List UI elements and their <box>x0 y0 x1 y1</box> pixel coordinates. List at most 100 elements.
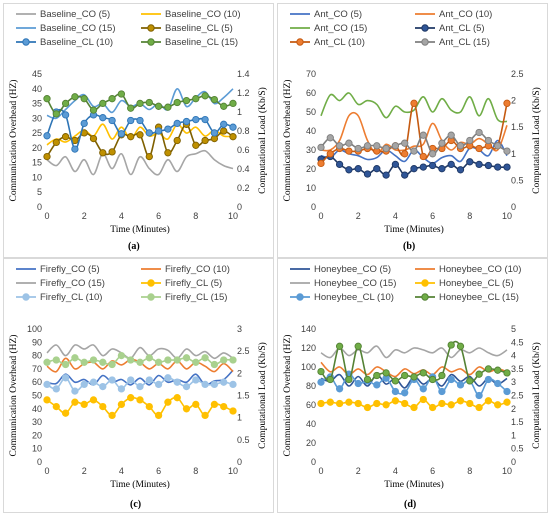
data-point <box>485 376 491 382</box>
data-point <box>137 397 143 403</box>
data-point <box>128 105 134 111</box>
data-point <box>504 148 510 154</box>
legend-marker <box>148 280 154 286</box>
data-point <box>476 145 482 151</box>
data-point <box>44 153 50 159</box>
data-point <box>504 399 510 405</box>
series-line <box>321 346 507 358</box>
data-point <box>485 366 491 372</box>
legend-label: Baseline_CL (10) <box>40 37 113 48</box>
data-point <box>429 404 435 410</box>
legend-marker <box>422 280 428 286</box>
x-tick-label: 10 <box>502 211 512 221</box>
data-point <box>420 164 426 170</box>
data-point <box>109 377 115 383</box>
legend-marker <box>23 294 29 300</box>
y2-tick-label: 2 <box>511 96 516 106</box>
data-point <box>221 403 227 409</box>
y2-tick-label: 1 <box>511 430 516 440</box>
data-point <box>420 132 426 138</box>
y-tick-label: 20 <box>32 143 42 153</box>
x-tick-label: 2 <box>356 211 361 221</box>
data-point <box>476 392 482 398</box>
data-point <box>183 118 189 124</box>
x-tick-label: 8 <box>467 211 472 221</box>
data-point <box>383 402 389 408</box>
data-point <box>165 357 171 363</box>
x-tick-label: 10 <box>228 211 238 221</box>
data-point <box>118 352 124 358</box>
y-tick-label: 60 <box>306 400 316 410</box>
data-point <box>72 388 78 394</box>
data-point <box>327 135 333 141</box>
y-tick-label: 5 <box>37 187 42 197</box>
data-point <box>230 124 236 130</box>
legend-item: Firefly_CO (15) <box>16 278 105 289</box>
legend-item: Firefly_CO (5) <box>16 264 100 275</box>
legend-label: Baseline_CL (5) <box>165 23 233 34</box>
x-tick-label: 6 <box>430 466 435 476</box>
legend-label: Honeybee_CL (15) <box>439 292 519 303</box>
data-point <box>221 103 227 109</box>
data-point <box>62 410 68 416</box>
y-tick-label: 120 <box>301 343 316 353</box>
series-line <box>47 151 233 175</box>
data-point <box>476 404 482 410</box>
y-axis-label: Communication Overhead (HZ) <box>282 80 293 202</box>
legend-item: Firefly_CO (10) <box>141 264 230 275</box>
data-point <box>476 371 482 377</box>
y-tick-label: 140 <box>301 324 316 334</box>
panel-b: Ant_CO (5) Ant_CO (10) Ant_CO (15) Ant_CL (… <box>277 3 548 258</box>
y2-tick-label: 1.5 <box>511 122 524 132</box>
data-point <box>355 380 361 386</box>
data-point <box>504 388 510 394</box>
panel-d: Honeybee_CO (5) Honeybee_CO (10) Honeybee_… <box>277 258 548 513</box>
panel-a: Baseline_CO (5) Baseline_CO (10) Baseline_… <box>3 3 274 258</box>
data-point <box>211 361 217 367</box>
data-point <box>318 400 324 406</box>
data-point <box>53 357 59 363</box>
data-point <box>174 99 180 105</box>
data-point <box>336 143 342 149</box>
legend-marker <box>422 294 428 300</box>
series-Baseline_CL (10) <box>44 109 236 153</box>
data-point <box>230 381 236 387</box>
data-point <box>211 96 217 102</box>
data-point <box>467 400 473 406</box>
data-point <box>146 377 152 383</box>
x-axis-label: Time (Minutes) <box>110 479 170 490</box>
data-point <box>211 401 217 407</box>
data-point <box>62 100 68 106</box>
data-point <box>44 359 50 365</box>
legend-label: Honeybee_CL (10) <box>314 292 394 303</box>
x-tick-label: 0 <box>44 211 49 221</box>
data-point <box>402 390 408 396</box>
data-point <box>392 378 398 384</box>
data-point <box>118 401 124 407</box>
x-tick-label: 4 <box>393 466 398 476</box>
data-point <box>221 379 227 385</box>
data-point <box>202 412 208 418</box>
data-point <box>355 400 361 406</box>
data-point <box>146 130 152 136</box>
y-tick-label: 90 <box>32 337 42 347</box>
data-point <box>402 400 408 406</box>
x-tick-label: 10 <box>502 466 512 476</box>
legend-label: Baseline_CO (10) <box>165 9 241 20</box>
data-point <box>230 408 236 414</box>
legend-item: Ant_CL (15) <box>415 37 490 48</box>
x-tick-label: 0 <box>318 211 323 221</box>
y2-tick-label: 2 <box>237 368 242 378</box>
data-point <box>457 398 463 404</box>
legend-label: Ant_CO (5) <box>314 9 362 20</box>
x-tick-label: 6 <box>430 211 435 221</box>
legend-label: Baseline_CO (5) <box>40 9 110 20</box>
data-point <box>183 355 189 361</box>
x-tick-label: 6 <box>156 466 161 476</box>
legend-marker <box>297 39 303 45</box>
y-tick-label: 70 <box>306 69 316 79</box>
data-point <box>146 99 152 105</box>
x-tick-label: 2 <box>82 466 87 476</box>
y2-tick-label: 2 <box>511 404 516 414</box>
data-point <box>174 137 180 143</box>
